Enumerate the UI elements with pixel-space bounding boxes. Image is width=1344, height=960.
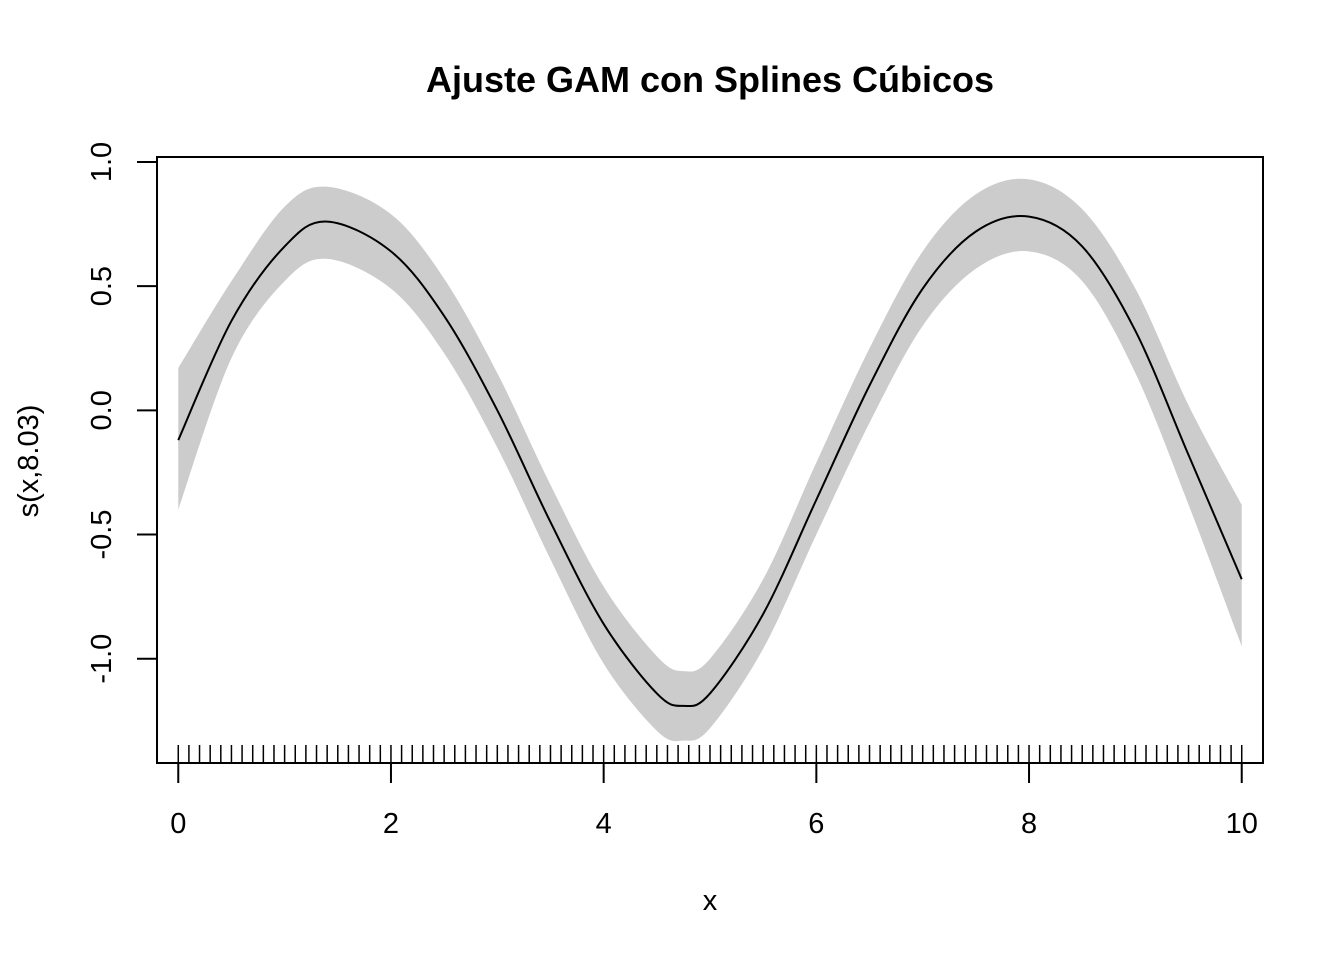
x-axis-label: x	[703, 885, 718, 917]
y-axis: -1.0 -0.5 0.0 0.5 1.0	[86, 142, 158, 684]
x-tick-label: 10	[1226, 808, 1258, 840]
x-tick-label: 4	[596, 808, 612, 840]
chart-title: Ajuste GAM con Splines Cúbicos	[426, 59, 994, 100]
x-tick-label: 0	[170, 808, 186, 840]
y-tick-label: -0.5	[86, 510, 118, 560]
y-axis-label: s(x,8.03)	[13, 405, 45, 518]
fit-line	[177, 215, 1243, 708]
y-tick-label: 1.0	[86, 142, 118, 182]
confidence-band-layer	[178, 178, 1242, 742]
x-tick-label: 8	[1021, 808, 1037, 840]
y-tick-label: 0.5	[86, 266, 118, 306]
fit-line-layer	[177, 215, 1243, 708]
y-tick-label: 0.0	[86, 390, 118, 430]
confidence-band	[178, 178, 1242, 742]
y-tick-label: -1.0	[86, 634, 118, 684]
rug-layer	[177, 745, 1243, 763]
x-tick-label: 6	[808, 808, 824, 840]
x-axis: 0 2 4 6 8 10	[170, 762, 1258, 840]
x-tick-label: 2	[383, 808, 399, 840]
